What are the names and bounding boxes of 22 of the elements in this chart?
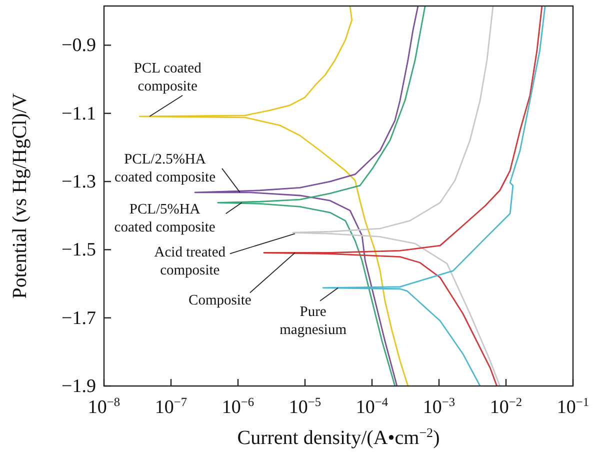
y-axis-title: Potential (vs Hg/HgCl)/V	[9, 92, 31, 299]
series-label: PCL/5%HA coated composite	[114, 202, 216, 236]
y-tick-label: −1.1	[62, 103, 96, 124]
x-tick-label: 10$^{−4}$	[356, 395, 388, 418]
x-tick-label: 10$^{−1}$	[556, 395, 590, 418]
x-axis-title: Current density/(A•cm$^{−2}$)	[237, 424, 440, 449]
y-tick-label: −1.5	[62, 240, 96, 261]
x-tick-label: 10$^{−7}$	[154, 395, 188, 418]
y-tick-label: −1.7	[62, 308, 96, 329]
series-label: Pure magnesium	[280, 304, 348, 338]
series-label: PCL/2.5%HA coated composite	[114, 151, 216, 186]
text: Acid treated composite	[154, 244, 226, 279]
y-tick-label: −1.9	[62, 376, 96, 397]
x-tick-label: 10$^{−3}$	[422, 395, 456, 418]
x-tick-label: 10$^{−2}$	[490, 395, 522, 418]
x-tick-label: 10$^{−5}$	[288, 395, 322, 418]
y-tick-label: −0.9	[62, 35, 96, 56]
series-label: PCL coated composite	[134, 60, 202, 94]
text: Composite	[188, 292, 252, 309]
x-tick-label: 10$^{−6}$	[222, 395, 254, 418]
y-tick-label: −1.3	[62, 172, 96, 193]
x-tick-label: 10$^{−8}$	[88, 395, 120, 418]
